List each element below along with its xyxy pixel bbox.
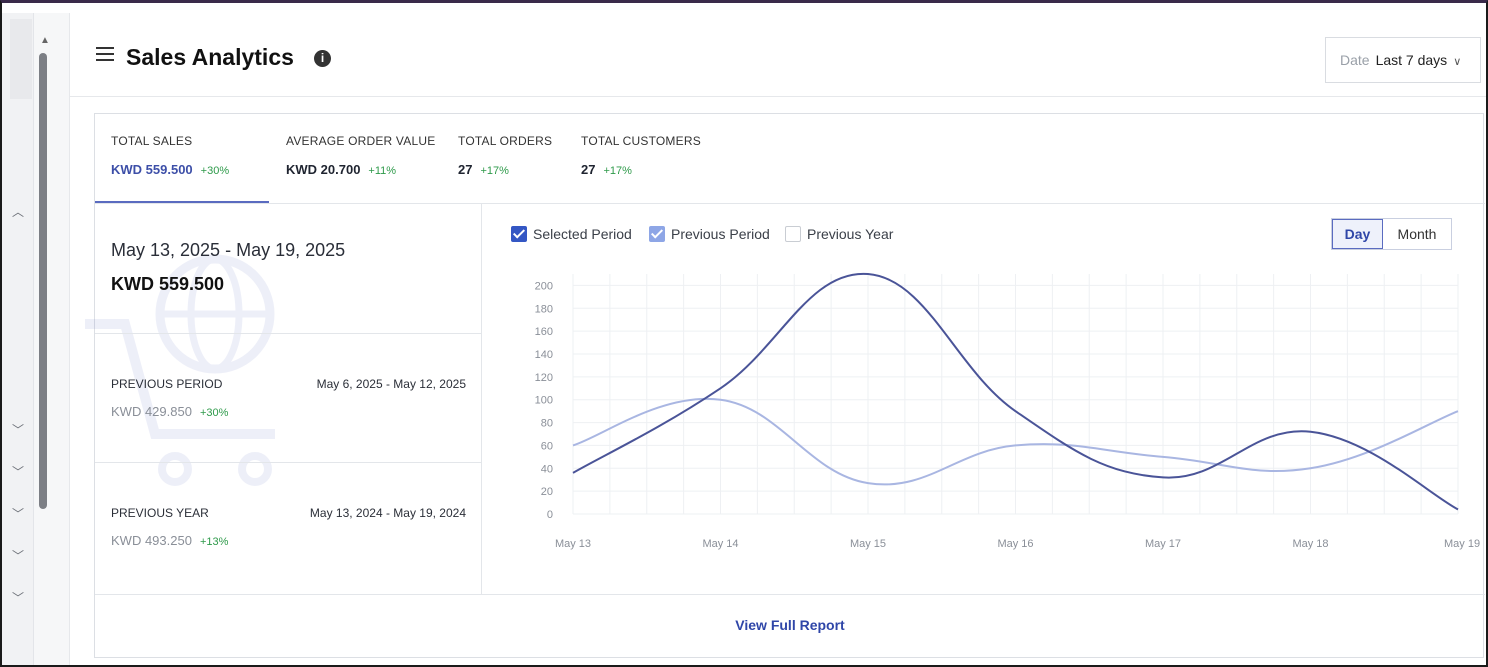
series-line-selected-period	[572, 272, 1459, 511]
sales-line-chart: 0 20 40 60 80 100 120 140 160 180 200 May 13 May 14…	[535, 272, 1480, 550]
footer-divider	[95, 594, 1485, 595]
chevron-down-icon[interactable]: ﹀	[12, 591, 25, 605]
y-tick-label: 60	[541, 440, 553, 452]
previous-year-label: PREVIOUS YEAR	[111, 506, 209, 520]
x-tick-label: May 14	[702, 538, 738, 550]
kpi-label: AVERAGE ORDER VALUE	[286, 134, 436, 148]
kpi-label: TOTAL SALES	[111, 134, 193, 148]
y-tick-label: 200	[535, 280, 553, 292]
kpi-average-order-value[interactable]: AVERAGE ORDER VALUE KWD 20.700 +11%	[286, 134, 435, 177]
active-kpi-indicator	[95, 201, 269, 203]
checkbox-checked-icon[interactable]	[649, 226, 665, 242]
y-tick-label: 120	[535, 372, 553, 384]
checkbox-unchecked-icon[interactable]	[785, 226, 801, 242]
legend-label: Previous Period	[671, 226, 770, 242]
legend-label: Previous Year	[807, 226, 894, 242]
previous-year-value: KWD 493.250 +13%	[111, 533, 229, 548]
chevron-down-icon[interactable]: ﹀	[12, 465, 25, 479]
legend-previous-period[interactable]: Previous Period	[649, 226, 770, 242]
previous-year-dates: May 13, 2024 - May 19, 2024	[309, 506, 466, 520]
chart-grid	[572, 274, 1459, 515]
y-tick-label: 160	[535, 326, 553, 338]
summary-panel: May 13, 2025 - May 19, 2025 KWD 559.500 …	[95, 204, 482, 594]
legend-label: Selected Period	[533, 226, 632, 242]
chevron-down-icon[interactable]: ﹀	[12, 549, 25, 563]
previous-year-change: +13%	[199, 536, 229, 548]
kpi-total-customers[interactable]: TOTAL CUSTOMERS 27 +17%	[581, 134, 701, 177]
x-tick-label: May 19	[1444, 538, 1480, 550]
previous-period-dates: May 6, 2025 - May 12, 2025	[316, 377, 466, 391]
y-tick-label: 40	[541, 463, 553, 475]
kpi-change: +17%	[480, 165, 509, 177]
info-icon[interactable]: i	[314, 50, 331, 67]
chevron-down-icon: ∨	[1453, 56, 1462, 68]
page-title: Sales Analytics	[126, 44, 294, 70]
chevron-down-icon[interactable]: ﹀	[12, 507, 25, 521]
y-tick-label: 0	[547, 509, 553, 521]
x-axis: May 13 May 14 May 15 May 16 May 17 May 18 May …	[555, 538, 1480, 550]
checkbox-checked-icon[interactable]	[511, 226, 527, 242]
chevron-down-icon[interactable]: ﹀	[12, 423, 25, 437]
header-divider	[70, 96, 1486, 97]
x-tick-label: May 17	[1145, 538, 1181, 550]
rail-top-block	[10, 19, 32, 99]
x-tick-label: May 15	[850, 538, 886, 550]
current-date-range: May 13, 2025 - May 19, 2025	[111, 240, 346, 260]
y-tick-label: 140	[535, 349, 553, 361]
kpi-label: TOTAL ORDERS	[458, 134, 553, 148]
scrollbar-thumb[interactable]	[39, 53, 47, 509]
date-filter-value: Last 7 days	[1375, 52, 1448, 68]
chart-panel: Selected Period Previous Period Previous…	[483, 204, 1483, 594]
series-line-previous-period	[572, 397, 1459, 486]
y-tick-label: 80	[541, 418, 553, 430]
date-filter-label: Date	[1340, 52, 1370, 68]
kpi-change: +30%	[200, 165, 230, 177]
kpi-value: 27 +17%	[581, 162, 632, 177]
summary-previous-year: PREVIOUS YEAR May 13, 2024 - May 19, 202…	[95, 463, 482, 594]
x-tick-label: May 18	[1292, 538, 1328, 550]
y-tick-label: 180	[535, 303, 553, 315]
current-total: KWD 559.500	[111, 274, 225, 294]
granularity-month-button[interactable]: Month	[1397, 226, 1437, 242]
kpi-divider	[95, 203, 1485, 204]
granularity-toggle: Day Month	[1331, 218, 1452, 250]
summary-current: May 13, 2025 - May 19, 2025 KWD 559.500	[95, 204, 482, 334]
previous-period-label: PREVIOUS PERIOD	[111, 377, 223, 391]
x-tick-label: May 13	[555, 538, 591, 550]
y-tick-label: 20	[541, 486, 553, 498]
chart-series	[572, 272, 1459, 511]
kpi-total-sales[interactable]: TOTAL SALES KWD 559.500 +30%	[111, 134, 229, 177]
summary-previous-period: PREVIOUS PERIOD May 6, 2025 - May 12, 20…	[95, 334, 482, 463]
view-full-report-link[interactable]: View Full Report	[735, 617, 845, 633]
kpi-change: +11%	[368, 165, 397, 177]
kpi-total-orders[interactable]: TOTAL ORDERS 27 +17%	[458, 134, 552, 177]
previous-period-value: KWD 429.850 +30%	[111, 404, 229, 419]
scroll-up-icon[interactable]: ▲	[40, 35, 50, 46]
y-tick-label: 100	[535, 395, 553, 407]
previous-period-change: +30%	[199, 407, 229, 419]
chevron-up-icon[interactable]: ︿	[12, 205, 25, 219]
kpi-value: 27 +17%	[458, 162, 509, 177]
left-rail: ︿ ﹀ ﹀ ﹀ ﹀ ﹀	[2, 13, 34, 665]
y-axis: 0 20 40 60 80 100 120 140 160 180 200	[535, 280, 553, 521]
legend-previous-year[interactable]: Previous Year	[785, 226, 893, 242]
kpi-value: KWD 20.700 +11%	[286, 162, 397, 177]
kpi-label: TOTAL CUSTOMERS	[581, 134, 701, 148]
granularity-day-button[interactable]: Day	[1332, 219, 1383, 249]
hamburger-menu-icon[interactable]	[96, 47, 114, 61]
legend-selected-period[interactable]: Selected Period	[511, 226, 632, 242]
date-filter-select[interactable]: Date Last 7 days ∨	[1325, 37, 1481, 83]
analytics-card: TOTAL SALES KWD 559.500 +30% AVERAGE ORDE…	[85, 113, 1485, 658]
kpi-change: +17%	[603, 165, 632, 177]
x-tick-label: May 16	[997, 538, 1033, 550]
kpi-value: KWD 559.500 +30%	[111, 162, 230, 177]
